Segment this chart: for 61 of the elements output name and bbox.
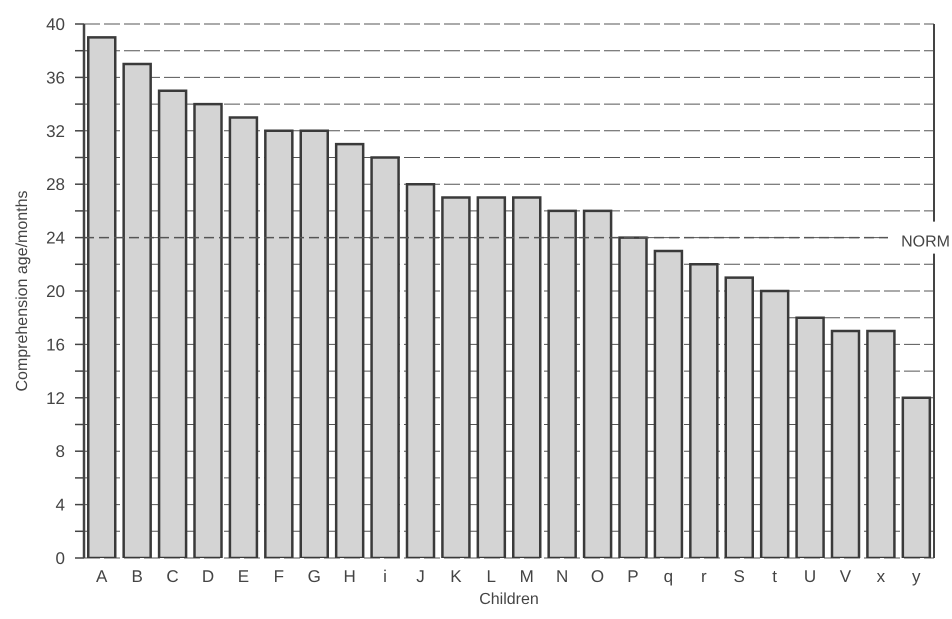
x-tick-label: J <box>416 567 425 586</box>
x-tick-label: E <box>238 567 250 586</box>
bar <box>795 316 825 558</box>
y-tick-label: 32 <box>46 122 65 141</box>
x-tick-label: x <box>876 567 886 586</box>
bar <box>300 130 329 558</box>
bar <box>547 210 577 558</box>
bar <box>902 396 932 558</box>
x-tick-label: G <box>308 567 321 586</box>
bar <box>334 142 364 558</box>
x-tick-label: M <box>520 567 534 586</box>
x-tick-label: q <box>664 567 674 586</box>
bar <box>582 210 612 558</box>
x-tick-label: A <box>96 567 108 586</box>
bar <box>830 330 860 558</box>
x-tick-label: N <box>556 567 568 586</box>
x-tick-label: L <box>486 567 496 586</box>
x-tick-label: O <box>590 567 604 586</box>
y-tick-label: 28 <box>46 175 65 194</box>
bar <box>866 330 896 558</box>
bar <box>370 156 400 558</box>
x-tick-label: V <box>840 567 852 586</box>
bar <box>724 276 754 558</box>
x-tick-label: r <box>700 567 707 586</box>
x-tick-label: y <box>912 567 922 586</box>
bar <box>441 196 471 558</box>
y-tick-label: 24 <box>46 228 65 248</box>
x-tick-label: H <box>343 567 356 586</box>
bar <box>654 250 684 558</box>
y-tick-label: 36 <box>46 68 65 88</box>
x-tick-label: C <box>166 567 179 586</box>
bar <box>122 62 152 558</box>
x-axis-title: Children <box>479 591 539 608</box>
y-axis-title: Comprehension age/months <box>14 190 30 392</box>
bar <box>228 116 258 558</box>
x-tick-label: t <box>772 567 778 586</box>
x-tick-label: F <box>274 567 284 586</box>
bar <box>158 90 188 558</box>
bar <box>264 130 294 558</box>
bar <box>512 196 542 558</box>
bar <box>476 196 506 558</box>
bar <box>406 182 436 558</box>
x-tick-label: K <box>450 567 462 586</box>
y-tick-label: 16 <box>46 335 65 354</box>
x-tick-label: D <box>202 567 214 586</box>
y-tick-label: 8 <box>56 442 65 462</box>
bar <box>689 263 719 558</box>
y-tick-label: 12 <box>46 388 65 408</box>
y-tick-label: 4 <box>56 496 65 515</box>
y-tick-label: 20 <box>46 282 65 302</box>
y-tick-label: 0 <box>56 549 65 568</box>
x-tick-label: P <box>627 567 639 586</box>
y-tick-label: 40 <box>46 15 65 34</box>
x-tick-label: S <box>734 567 745 586</box>
x-tick-label: U <box>804 567 816 586</box>
bar <box>760 290 790 558</box>
x-tick-label: i <box>383 567 387 586</box>
ref-line-label: NORM <box>901 233 950 250</box>
x-tick-label: B <box>131 567 143 586</box>
bar <box>193 102 223 558</box>
bar <box>618 236 648 558</box>
